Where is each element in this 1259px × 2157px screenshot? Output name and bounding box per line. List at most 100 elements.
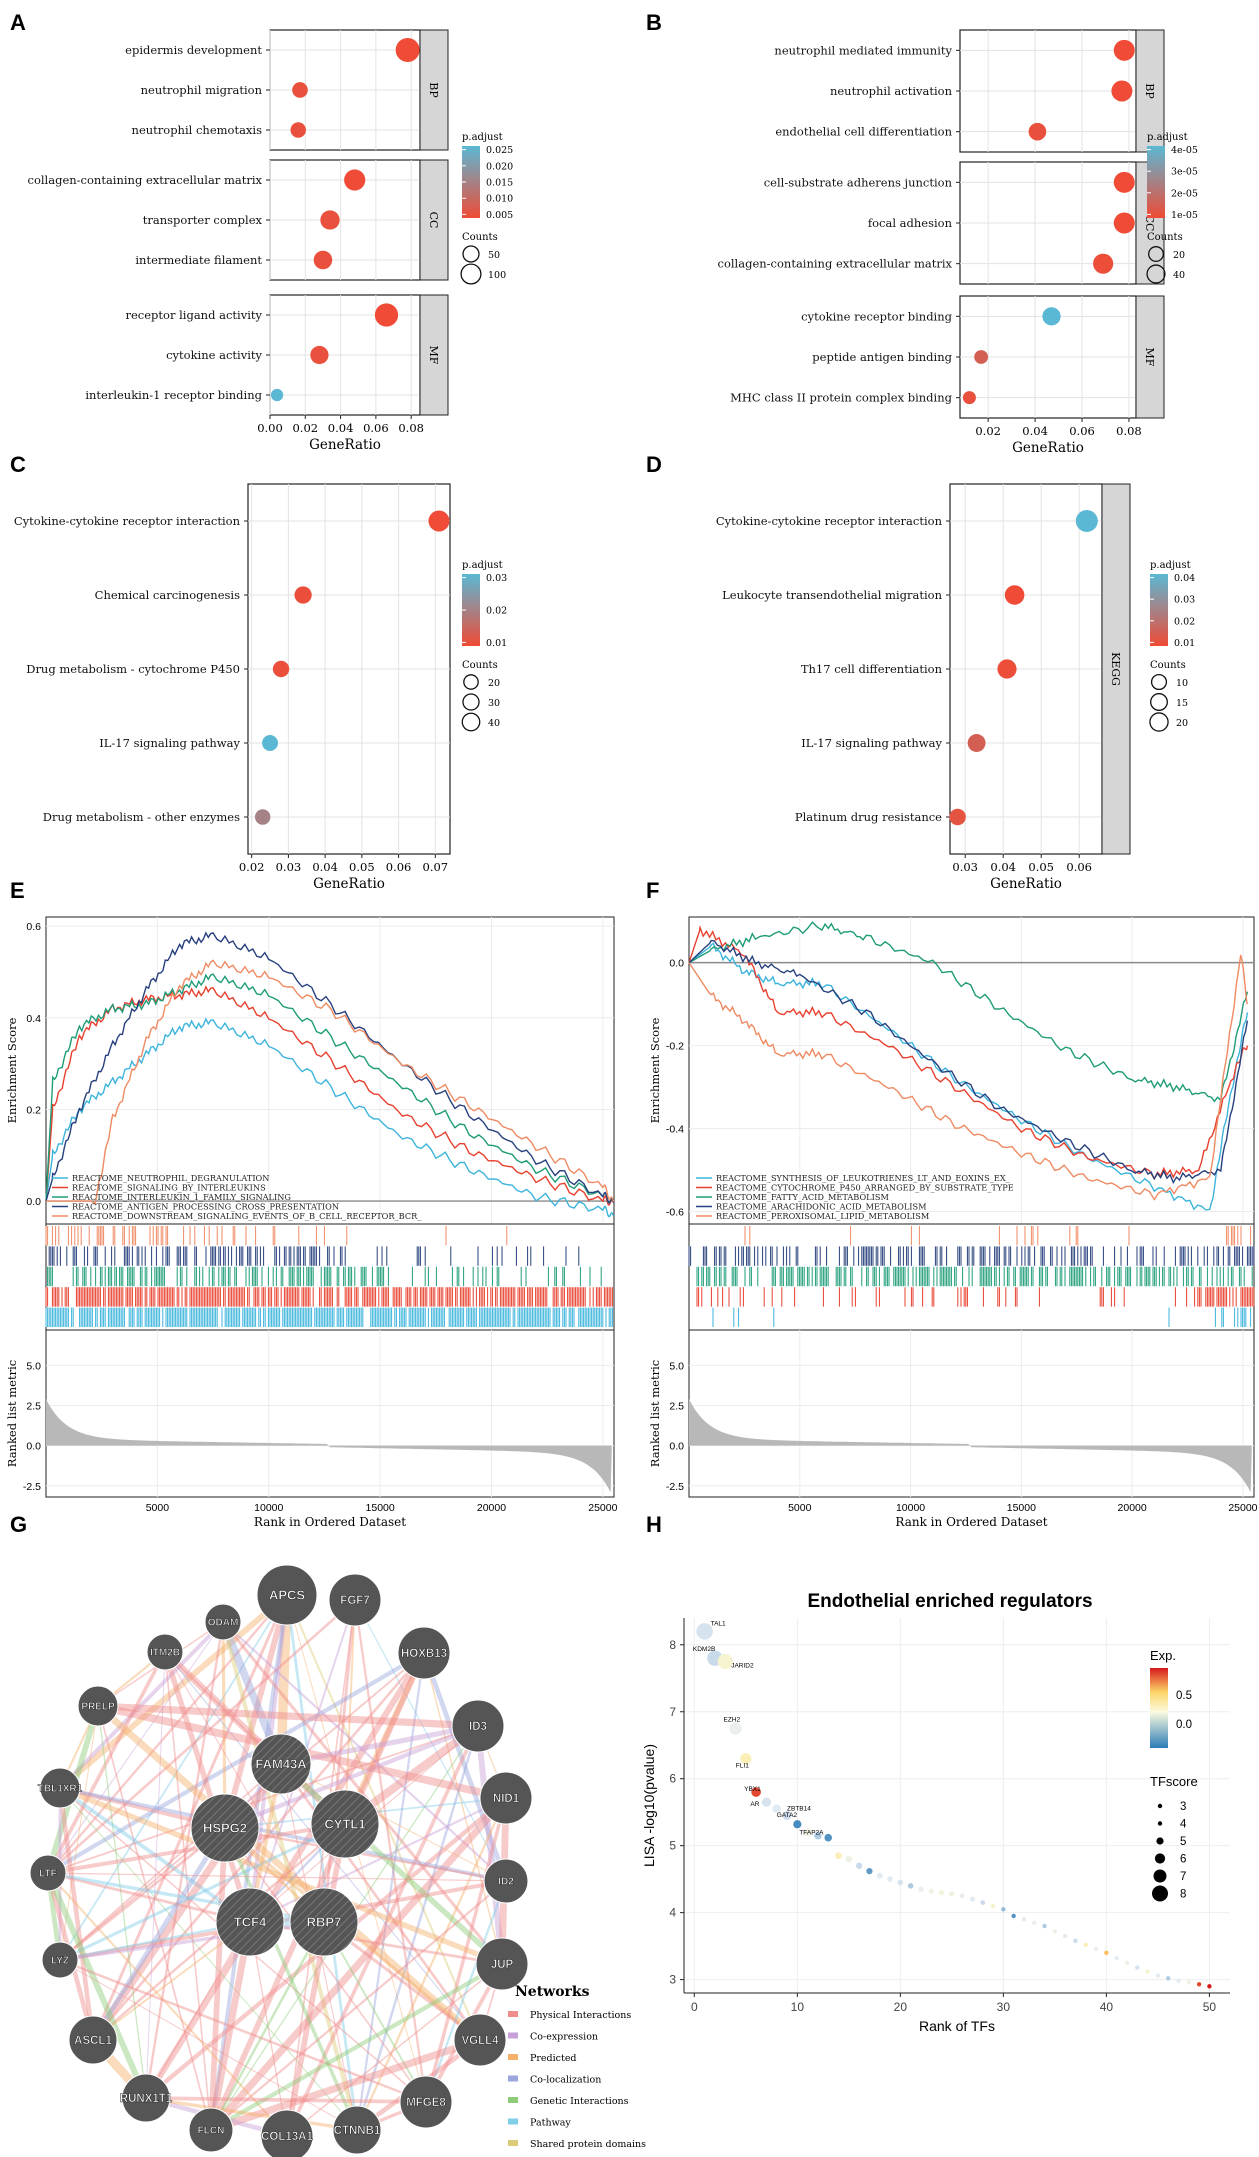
network-node (188, 2107, 234, 2153)
legend-colorbar (1150, 574, 1168, 646)
legend-size-circle (1154, 1853, 1166, 1864)
data-point (938, 1889, 945, 1896)
y-axis-title: Ranked list metric (648, 1360, 662, 1467)
legend-color-title: Exp. (1150, 1648, 1176, 1663)
facet-strip (419, 29, 449, 151)
data-point (949, 1891, 955, 1897)
x-tick-label: 10000 (896, 1502, 925, 1514)
data-point (967, 734, 986, 752)
data-point (949, 808, 966, 826)
term-label: Drug metabolism - other enzymes (43, 810, 240, 824)
data-point (897, 1879, 904, 1886)
legend-size-title: Counts (462, 232, 498, 243)
legend-label: REACTOME_PEROXISOMAL_LIPID_METABOLISM (716, 1211, 929, 1221)
legend-size-label: 20 (1173, 250, 1185, 261)
network-edge (47, 1725, 479, 1874)
data-point (959, 1893, 965, 1899)
network-node (475, 1937, 529, 1991)
network-edge (59, 1787, 358, 2131)
network-edge (285, 1725, 480, 2137)
x-tick-label: 40 (1100, 2000, 1114, 2014)
data-point (772, 1804, 782, 1814)
legend-size-label: 7 (1180, 1871, 1186, 1883)
data-point (1093, 1946, 1099, 1952)
es-curve (688, 954, 1249, 1201)
network-edge (47, 1872, 507, 1882)
network-edge (47, 1871, 251, 1924)
legend-color-tick-label: 0.020 (486, 161, 513, 172)
x-tick-label: 0.06 (386, 860, 412, 874)
network-node-label: ODAM (208, 1618, 239, 1629)
x-tick-label: 0.05 (1028, 860, 1054, 874)
data-point (793, 1820, 802, 1829)
network-node-label: HOXB13 (401, 1648, 447, 1660)
network-edge (284, 1823, 348, 2137)
network-legend-title: Networks (515, 1984, 590, 2000)
data-point (1028, 122, 1047, 141)
legend-colorbar (462, 146, 480, 218)
term-label: neutrophil migration (141, 83, 263, 97)
network-edge (209, 1962, 504, 2132)
legend-color-tick-label: 0.0 (1176, 1719, 1192, 1731)
legend-size-label: 20 (1176, 718, 1188, 729)
panel-d-kegg-dotplot: Cytokine-cytokine receptor interaction Le… (716, 483, 1195, 892)
network-edge (249, 1921, 288, 2137)
x-tick-label: 0 (691, 2000, 698, 2014)
network-edge (91, 1594, 289, 2041)
legend-label: REACTOME_ARACHIDONIC_ACID_METABOLISM (716, 1202, 927, 1212)
network-edge (144, 1621, 225, 2099)
data-point (1083, 1942, 1088, 1947)
x-tick-label: 20 (894, 2000, 908, 2014)
network-node (310, 1789, 380, 1859)
network-edge (47, 1621, 224, 1874)
network-node (479, 1771, 533, 1825)
legend-color-title: p.adjust (462, 132, 503, 143)
facet-strip-label: BP (427, 82, 440, 98)
data-point (292, 82, 308, 98)
data-point (270, 388, 284, 402)
data-point (1145, 1969, 1150, 1974)
data-point (782, 1811, 792, 1820)
x-tick-label: 0.03 (276, 860, 302, 874)
network-legend-swatch (508, 2097, 518, 2103)
y-tick-label: -2.5 (23, 1481, 41, 1493)
network-edge (421, 1652, 509, 1882)
y-tick-label: 7 (669, 1705, 676, 1719)
network-edge (59, 1822, 346, 1962)
network-node-label: VGLL4 (461, 2035, 499, 2047)
y-tick-label: 0.6 (26, 921, 41, 933)
data-point (918, 1886, 924, 1892)
network-node-label: LTF (39, 1869, 57, 1880)
data-point (1124, 1960, 1130, 1966)
network-edge (322, 1599, 357, 1923)
legend-label: REACTOME_ANTIGEN_PROCESSING_CROSS_PRESEN… (72, 1202, 339, 1212)
network-legend-swatch (508, 2140, 518, 2146)
term-label: interleukin-1 receptor binding (85, 388, 262, 402)
network-edge (162, 1651, 253, 1923)
y-tick-label: 0.0 (26, 1441, 41, 1453)
y-tick-label: 5.0 (669, 1360, 684, 1372)
network-edge (59, 1826, 226, 1962)
legend-label: REACTOME_SIGNALING_BY_INTERLEUKINS (72, 1183, 266, 1193)
legend-size-label: 3 (1180, 1801, 1186, 1813)
y-tick-label: 0.4 (26, 1013, 41, 1025)
term-label: cytokine receptor binding (801, 309, 952, 323)
y-axis-title: Enrichment Score (5, 1017, 19, 1123)
legend-size-circle (1157, 1821, 1163, 1826)
term-label: endothelial cell differentiation (775, 125, 952, 139)
network-edge (46, 1651, 426, 1875)
network-edge (209, 1594, 289, 2131)
data-point (751, 1787, 761, 1797)
metric-panel (688, 1329, 1255, 1498)
legend-size-label: 40 (1173, 270, 1185, 281)
network-edge (58, 1620, 225, 1790)
data-point (1052, 1929, 1058, 1934)
x-axis-title: GeneRatio (1012, 440, 1084, 456)
network-node (399, 2075, 453, 2129)
y-tick-label: 0.0 (669, 1441, 684, 1453)
network-edge (97, 1705, 212, 2131)
data-point (907, 1883, 914, 1889)
legend-label: REACTOME_DOWNSTREAM_SIGNALING_EVENTS_OF_… (72, 1211, 422, 1221)
legend-size-circle (461, 712, 481, 732)
y-tick-label: 5.0 (26, 1360, 41, 1372)
